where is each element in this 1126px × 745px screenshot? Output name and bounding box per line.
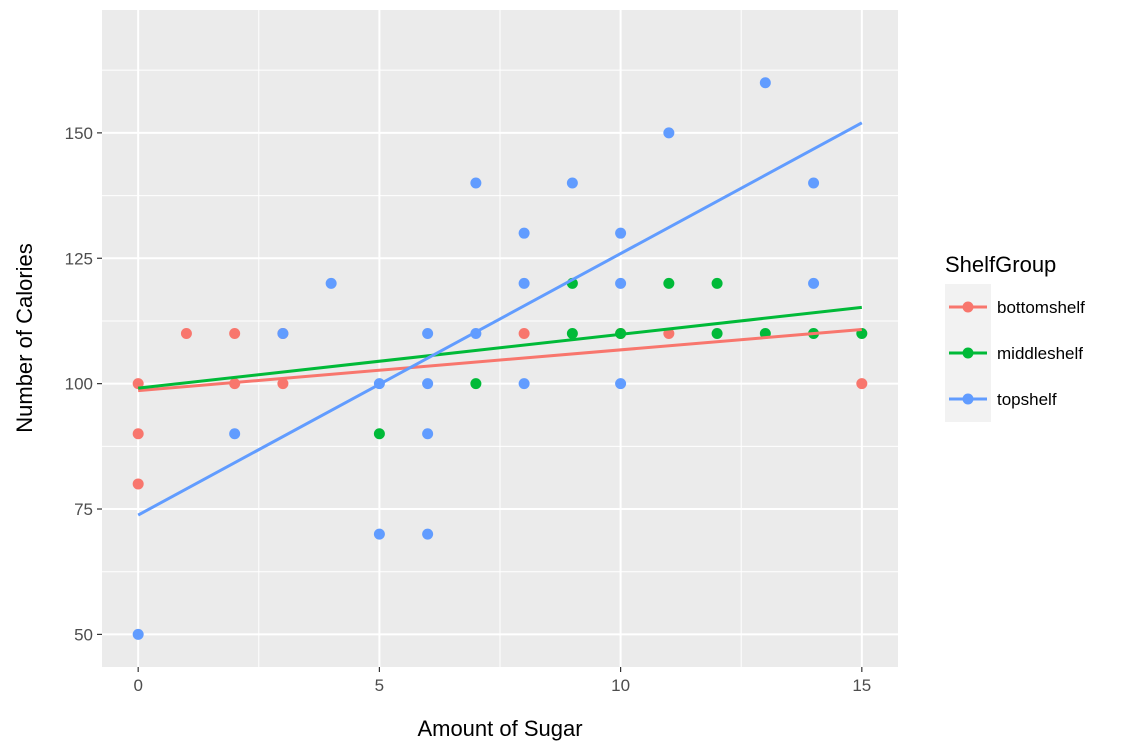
x-tick-label: 15 <box>852 676 871 695</box>
data-point-topshelf <box>132 628 144 640</box>
y-tick-label: 75 <box>74 500 93 519</box>
legend-item-topshelf: topshelf <box>945 376 1057 422</box>
y-tick-label: 100 <box>65 375 93 394</box>
data-point-bottomshelf <box>132 428 144 440</box>
fit-line-topshelf <box>137 121 863 517</box>
x-tick-label: 5 <box>375 676 384 695</box>
fit-line-bottomshelf <box>138 327 862 393</box>
data-point-topshelf <box>422 528 434 540</box>
legend-title: ShelfGroup <box>945 252 1056 277</box>
data-point-topshelf <box>615 378 627 390</box>
y-axis-title: Number of Calories <box>12 243 37 433</box>
legend-key-point <box>962 347 974 359</box>
data-point-topshelf <box>808 177 820 189</box>
x-axis-title: Amount of Sugar <box>417 716 582 741</box>
data-point-topshelf <box>422 327 434 339</box>
data-point-middleshelf <box>470 378 482 390</box>
data-point-middleshelf <box>711 277 723 289</box>
y-tick-label: 50 <box>74 625 93 644</box>
data-point-topshelf <box>518 227 530 239</box>
y-tick-label: 125 <box>65 249 93 268</box>
data-point-topshelf <box>759 77 771 89</box>
legend-key-point <box>962 301 974 313</box>
fit-lines <box>137 121 863 517</box>
data-point-topshelf <box>615 227 627 239</box>
data-point-bottomshelf <box>229 327 241 339</box>
data-point-topshelf <box>373 528 385 540</box>
data-point-topshelf <box>518 378 530 390</box>
data-point-middleshelf <box>663 277 675 289</box>
x-tick-label: 0 <box>133 676 142 695</box>
data-point-bottomshelf <box>132 478 144 490</box>
data-point-topshelf <box>470 177 482 189</box>
data-point-topshelf <box>422 378 434 390</box>
data-point-middleshelf <box>711 327 723 339</box>
data-point-bottomshelf <box>518 327 530 339</box>
data-point-bottomshelf <box>277 378 289 390</box>
data-point-middleshelf <box>373 428 385 440</box>
data-point-middleshelf <box>566 327 578 339</box>
legend-label: bottomshelf <box>997 298 1085 317</box>
axes: 0 5 10 15 50 75 100 125 150 <box>65 124 872 695</box>
legend-item-bottomshelf: bottomshelf <box>945 284 1085 330</box>
legend-label: topshelf <box>997 390 1057 409</box>
data-point-topshelf <box>615 277 627 289</box>
data-point-topshelf <box>277 327 289 339</box>
data-point-bottomshelf <box>180 327 192 339</box>
data-point-topshelf <box>325 277 337 289</box>
fit-line-middleshelf <box>138 305 862 390</box>
x-tick-label: 10 <box>611 676 630 695</box>
data-point-topshelf <box>422 428 434 440</box>
data-point-topshelf <box>808 277 820 289</box>
legend-label: middleshelf <box>997 344 1083 363</box>
data-point-topshelf <box>229 428 241 440</box>
data-point-topshelf <box>663 127 675 139</box>
data-point-topshelf <box>518 277 530 289</box>
data-point-topshelf <box>566 177 578 189</box>
data-point-bottomshelf <box>856 378 868 390</box>
legend-key-point <box>962 393 974 405</box>
legend-item-middleshelf: middleshelf <box>945 330 1083 376</box>
legend: ShelfGroup bottomshelf middleshelf topshel… <box>945 252 1085 422</box>
y-tick-label: 150 <box>65 124 93 143</box>
